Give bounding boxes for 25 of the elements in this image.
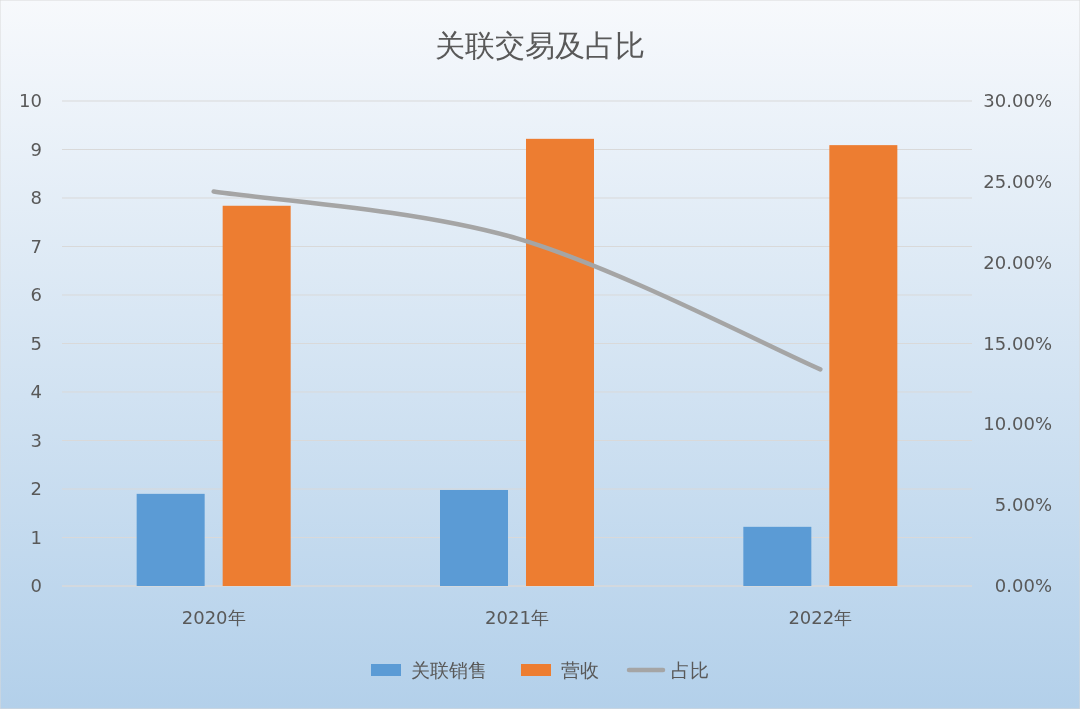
y2-tick-label: 20.00% xyxy=(983,251,1052,273)
y-tick-label: 3 xyxy=(30,429,42,451)
y-tick-label: 0 xyxy=(30,575,42,596)
y2-tick-label: 25.00% xyxy=(983,170,1052,192)
x-tick-label: 2022年 xyxy=(788,607,853,628)
legend-label: 关联销售 xyxy=(411,659,487,681)
y-tick-label: 7 xyxy=(30,235,42,257)
y-tick-label: 5 xyxy=(30,332,42,354)
y2-tick-label: 0.00% xyxy=(994,575,1052,596)
legend-label: 占比 xyxy=(671,659,709,681)
x-tick-label: 2020年 xyxy=(181,607,246,628)
y-tick-label: 4 xyxy=(30,381,42,402)
y-tick-label: 8 xyxy=(30,187,42,208)
x-tick-label: 2021年 xyxy=(485,607,549,628)
legend-label: 营收 xyxy=(561,659,599,681)
y-tick-label: 1 xyxy=(30,526,42,548)
y2-tick-label: 30.00% xyxy=(983,90,1052,111)
y2-tick-label: 15.00% xyxy=(983,332,1052,354)
y-tick-label: 10 xyxy=(19,90,42,111)
y-tick-label: 2 xyxy=(30,478,42,499)
y-tick-label: 6 xyxy=(30,284,42,305)
y2-tick-label: 5.00% xyxy=(994,494,1052,516)
chart-title: 关联交易及占比 xyxy=(435,28,645,63)
y-tick-label: 9 xyxy=(30,138,42,160)
y2-tick-label: 10.00% xyxy=(983,413,1052,435)
